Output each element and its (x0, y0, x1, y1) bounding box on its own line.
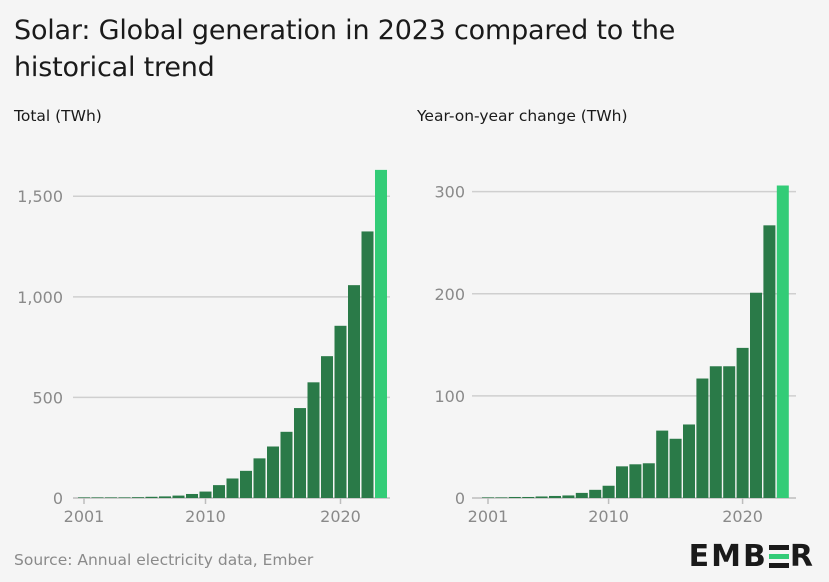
y-tick-label: 500 (32, 388, 63, 407)
bar (294, 408, 306, 498)
bar (589, 489, 602, 498)
left-panel-title: Total (TWh) (14, 107, 102, 125)
logo-e-mark-icon (768, 544, 789, 568)
bar (656, 430, 669, 498)
bar (750, 292, 762, 498)
bar (132, 497, 144, 498)
y-tick-label: 300 (434, 183, 465, 202)
x-tick-label: 2020 (320, 507, 361, 526)
bar (522, 496, 535, 498)
y-tick-label: 0 (455, 489, 465, 508)
total-generation-chart: 0 500 1,000 1,500 2001 2010 2020 (17, 169, 390, 526)
bar (683, 424, 695, 498)
bar-highlight (375, 169, 387, 499)
bar-highlight (776, 185, 789, 498)
bar (709, 366, 722, 498)
y-tick-label: 0 (53, 489, 63, 508)
x-tick-label: 2001 (64, 507, 105, 526)
bar (213, 485, 225, 498)
bar (253, 458, 266, 498)
bar (78, 497, 90, 498)
bar (321, 356, 333, 498)
bar (307, 382, 320, 498)
bar (602, 485, 615, 498)
x-tick-label: 2010 (588, 507, 629, 526)
ember-logo: EMB R (689, 539, 815, 574)
bar (118, 497, 131, 498)
bar (495, 497, 508, 498)
bar (535, 496, 548, 498)
bar (91, 497, 104, 498)
bar (348, 285, 360, 498)
bar (736, 347, 749, 498)
x-tick-label: 2001 (468, 507, 509, 526)
bar (669, 438, 682, 498)
bar (226, 478, 239, 498)
bar (575, 492, 588, 498)
x-tick-label: 2020 (722, 507, 763, 526)
bar (105, 497, 117, 498)
bar (562, 495, 575, 498)
bar (267, 446, 279, 498)
x-tick-label: 2010 (185, 507, 226, 526)
source-note: Source: Annual electricity data, Ember (14, 551, 314, 569)
y-tick-label: 100 (434, 387, 465, 406)
bar (145, 496, 158, 498)
y-tick-label: 1,000 (17, 288, 63, 307)
bar (240, 470, 252, 498)
bar (549, 495, 561, 498)
bar (186, 493, 198, 498)
yoy-change-chart: 0 100 200 300 2001 2010 2020 (434, 183, 796, 526)
bar (361, 231, 374, 499)
bar (642, 463, 655, 498)
bar (508, 496, 521, 498)
bar (482, 497, 494, 498)
logo-text-right: R (789, 539, 815, 574)
bar (616, 466, 628, 498)
bar (696, 378, 709, 498)
bar (159, 496, 171, 498)
chart-title: Solar: Global generation in 2023 compare… (14, 15, 676, 83)
right-panel-title: Year-on-year change (TWh) (417, 107, 628, 125)
logo-text-left: EMB (688, 539, 768, 574)
bar (763, 225, 776, 498)
bar (172, 495, 185, 498)
y-tick-label: 1,500 (17, 187, 63, 206)
bar (334, 325, 347, 498)
bar (629, 464, 642, 498)
bar (199, 491, 212, 498)
y-tick-label: 200 (434, 285, 465, 304)
bar (723, 366, 736, 498)
bar (280, 431, 293, 498)
